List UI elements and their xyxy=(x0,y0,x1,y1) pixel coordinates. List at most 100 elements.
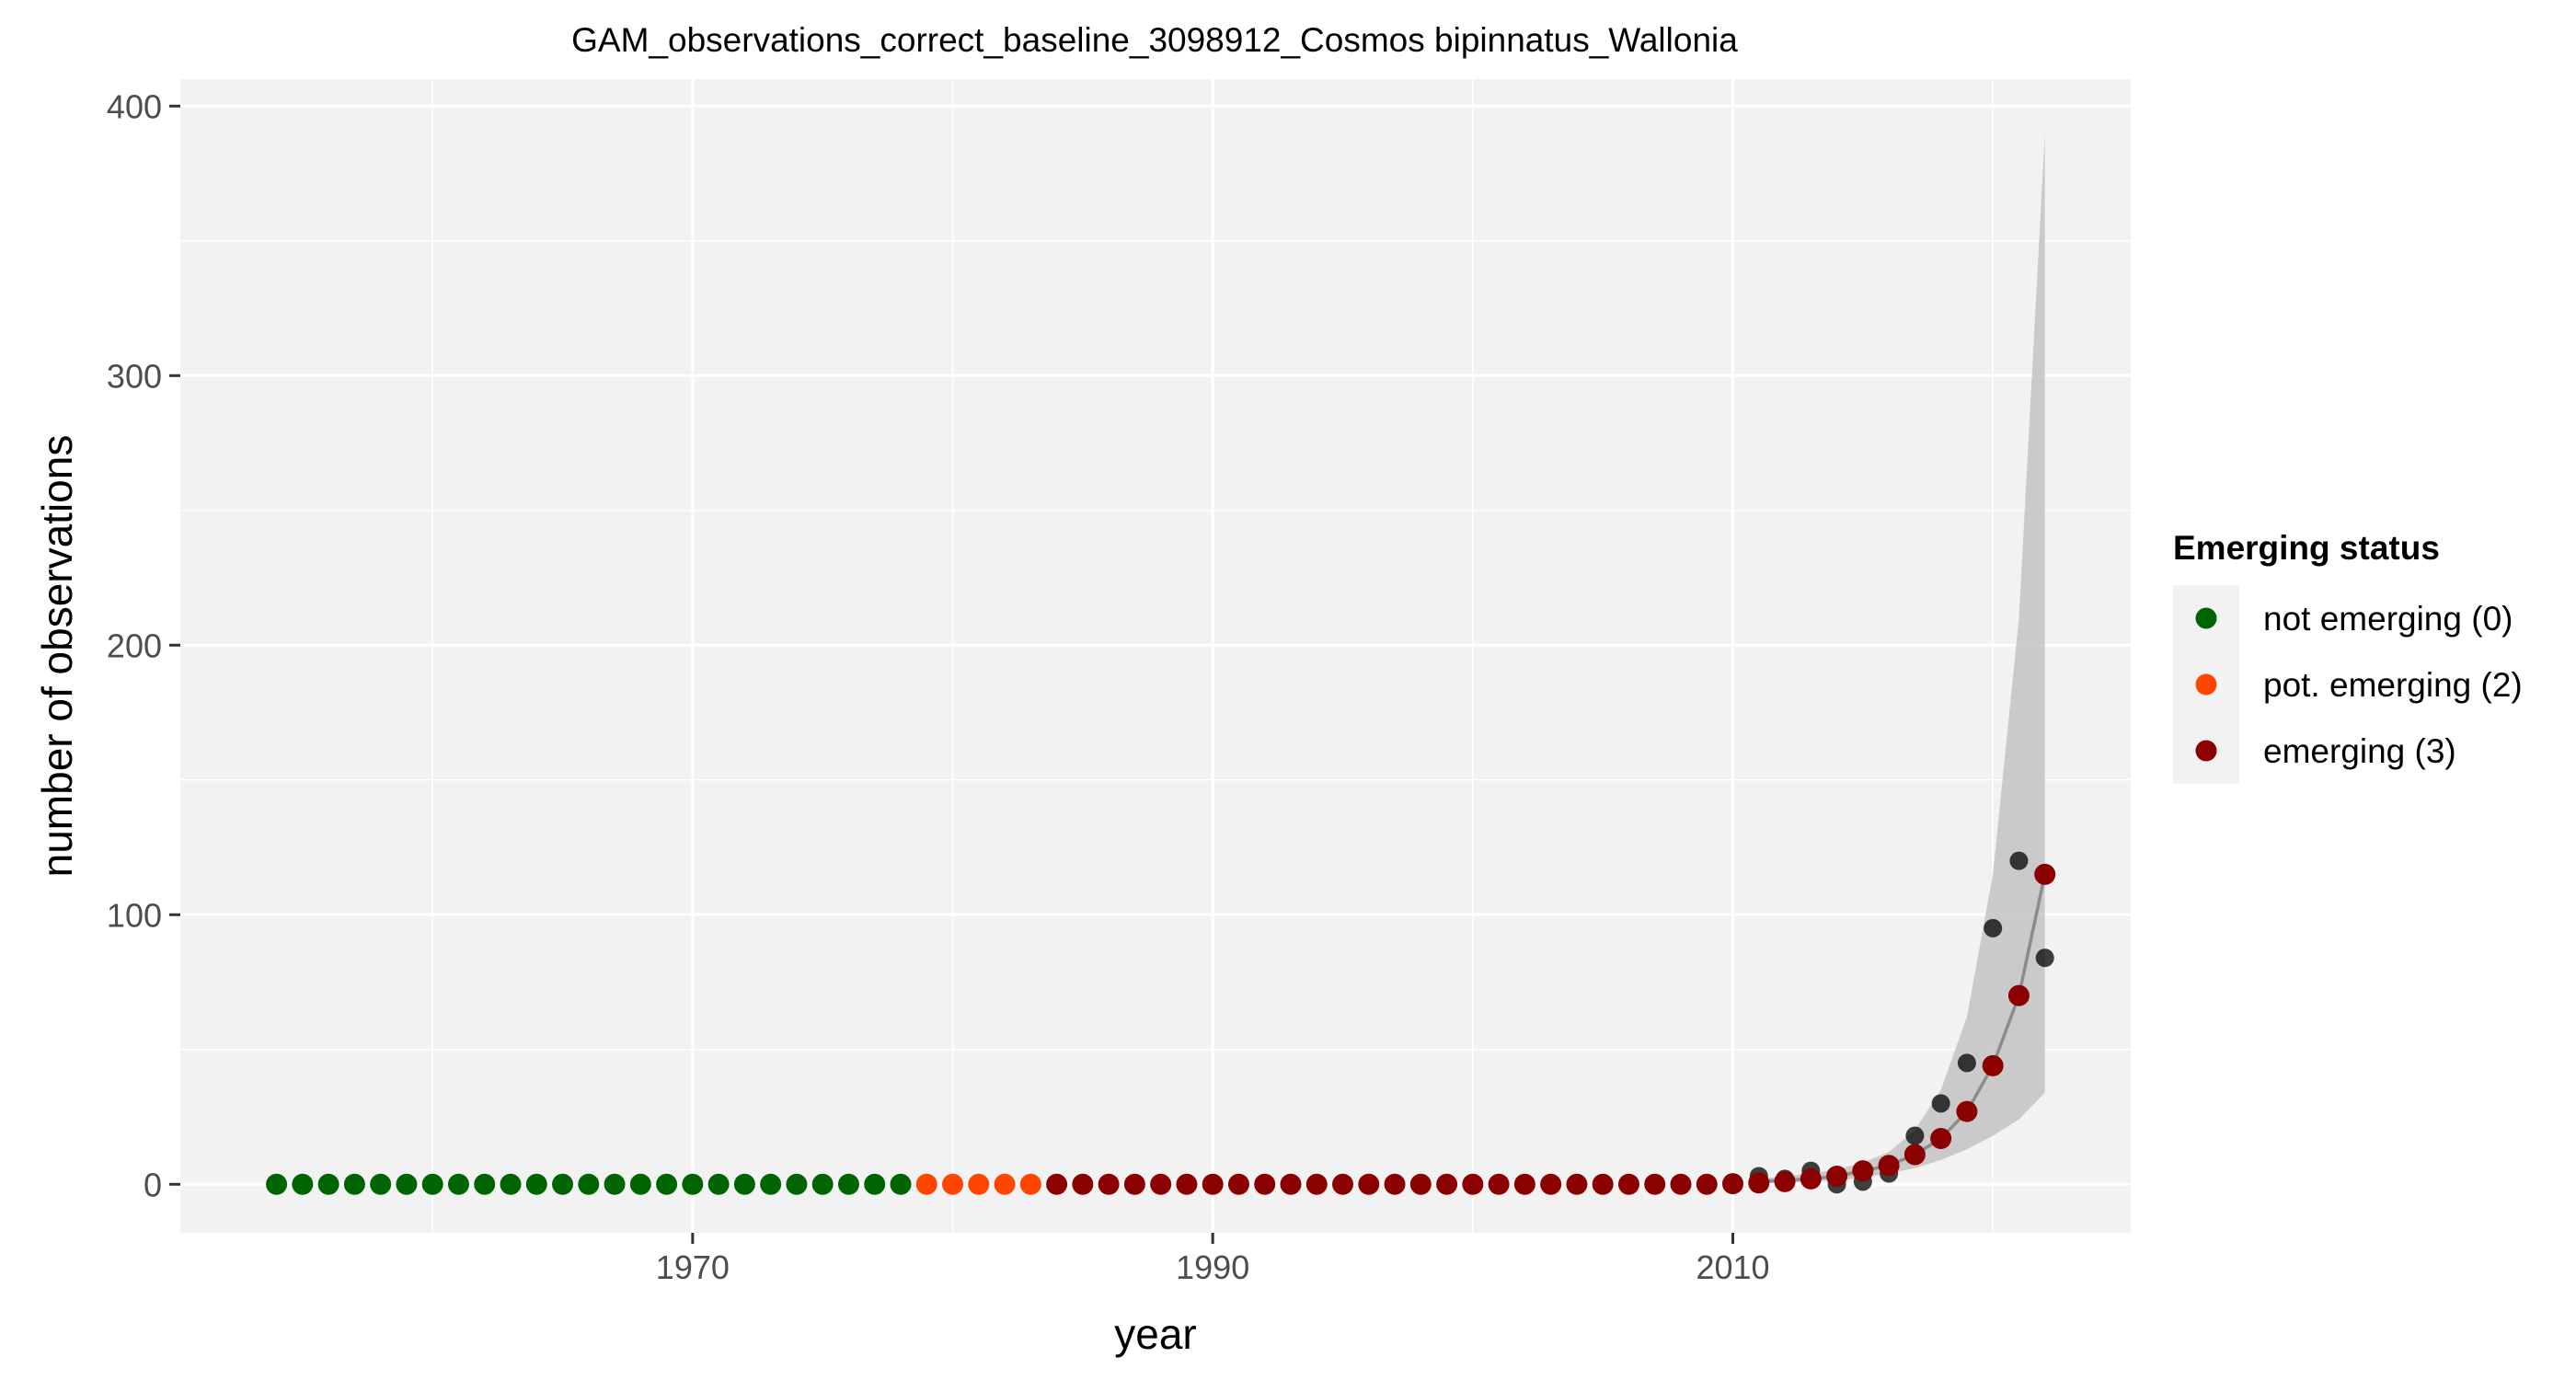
status-point xyxy=(1670,1173,1692,1195)
status-point xyxy=(1930,1127,1952,1149)
status-point xyxy=(733,1173,755,1195)
legend-label: pot. emerging (2) xyxy=(2263,666,2523,704)
status-point xyxy=(1513,1173,1535,1195)
status-point xyxy=(1462,1173,1484,1195)
status-point xyxy=(1774,1170,1796,1192)
status-point xyxy=(1696,1173,1718,1195)
status-point xyxy=(2034,863,2056,885)
status-point xyxy=(1227,1173,1249,1195)
status-point xyxy=(915,1173,937,1195)
status-point xyxy=(864,1173,886,1195)
observation-point xyxy=(1984,918,2003,937)
status-point xyxy=(578,1173,600,1195)
status-point xyxy=(292,1173,314,1195)
status-point xyxy=(656,1173,678,1195)
status-point xyxy=(1332,1173,1354,1195)
status-point xyxy=(1409,1173,1432,1195)
status-point xyxy=(1150,1173,1172,1195)
status-point xyxy=(1617,1173,1639,1195)
status-point xyxy=(968,1173,990,1195)
status-point xyxy=(1566,1173,1588,1195)
legend-title: Emerging status xyxy=(2173,529,2440,567)
status-point xyxy=(1903,1144,1926,1166)
status-point xyxy=(1592,1173,1614,1195)
status-point xyxy=(1072,1173,1094,1195)
status-point xyxy=(1123,1173,1145,1195)
legend-entries: not emerging (0) pot. emerging (2) emergin… xyxy=(2195,600,2523,770)
status-point xyxy=(1176,1173,1198,1195)
status-point xyxy=(1826,1165,1848,1187)
x-tick-label: 1970 xyxy=(656,1248,730,1286)
status-point xyxy=(1644,1173,1666,1195)
status-point xyxy=(1540,1173,1562,1195)
status-point xyxy=(1878,1155,1900,1177)
y-tick-label: 0 xyxy=(144,1166,162,1203)
status-point xyxy=(2007,984,2030,1006)
status-point xyxy=(1280,1173,1302,1195)
status-point xyxy=(266,1173,288,1195)
status-point xyxy=(1956,1100,1978,1122)
confidence-band xyxy=(1758,132,2045,1184)
status-point xyxy=(317,1173,339,1195)
x-tick-label: 1990 xyxy=(1176,1248,1249,1286)
status-point xyxy=(994,1173,1016,1195)
status-point xyxy=(682,1173,704,1195)
status-point xyxy=(500,1173,522,1195)
status-point xyxy=(1254,1173,1276,1195)
status-point xyxy=(629,1173,651,1195)
status-point xyxy=(1305,1173,1328,1195)
legend: Emerging status not emerging (0) pot. eme… xyxy=(2173,529,2523,784)
status-point xyxy=(811,1173,834,1195)
observation-point xyxy=(1905,1126,1925,1145)
x-axis-label: year xyxy=(1114,1310,1196,1358)
status-point xyxy=(1800,1167,1822,1190)
status-point xyxy=(786,1173,808,1195)
legend-label: not emerging (0) xyxy=(2263,600,2513,638)
observation-point xyxy=(1957,1053,1976,1073)
status-point xyxy=(1019,1173,1041,1195)
x-axis: 1970 1990 2010 xyxy=(656,1233,1770,1286)
status-point xyxy=(421,1173,443,1195)
status-point xyxy=(447,1173,469,1195)
status-point xyxy=(1748,1172,1770,1194)
status-point xyxy=(370,1173,392,1195)
legend-key xyxy=(2195,673,2217,696)
confidence-band-layer xyxy=(1758,132,2045,1184)
legend-key xyxy=(2195,740,2217,762)
observation-point xyxy=(2035,949,2054,968)
status-point xyxy=(396,1173,418,1195)
status-point xyxy=(837,1173,859,1195)
y-tick-label: 200 xyxy=(107,627,162,664)
status-point xyxy=(1852,1160,1874,1182)
observation-point xyxy=(2009,851,2029,870)
status-point xyxy=(1384,1173,1406,1195)
status-point xyxy=(1488,1173,1510,1195)
status-point xyxy=(1436,1173,1458,1195)
status-point xyxy=(942,1173,964,1195)
chart-title: GAM_observations_correct_baseline_309891… xyxy=(571,21,1738,59)
status-point xyxy=(1046,1173,1068,1195)
status-point xyxy=(890,1173,912,1195)
y-tick-label: 400 xyxy=(107,87,162,125)
status-point xyxy=(552,1173,574,1195)
legend-label: emerging (3) xyxy=(2263,732,2456,770)
points-layer xyxy=(266,851,2056,1195)
status-point xyxy=(1982,1054,2004,1076)
observation-point xyxy=(1931,1094,1950,1113)
status-point xyxy=(1098,1173,1120,1195)
status-point xyxy=(343,1173,365,1195)
plot-panel xyxy=(180,79,2131,1233)
legend-key xyxy=(2195,607,2217,629)
status-point xyxy=(707,1173,730,1195)
x-tick-label: 2010 xyxy=(1696,1248,1769,1286)
y-axis-label: number of observations xyxy=(33,435,81,878)
status-point xyxy=(1202,1173,1224,1195)
status-point xyxy=(474,1173,496,1195)
y-tick-label: 300 xyxy=(107,357,162,395)
status-point xyxy=(1722,1173,1744,1195)
status-point xyxy=(760,1173,782,1195)
y-axis: 0 100 200 300 400 xyxy=(107,87,180,1203)
status-point xyxy=(1358,1173,1380,1195)
status-point xyxy=(604,1173,626,1195)
